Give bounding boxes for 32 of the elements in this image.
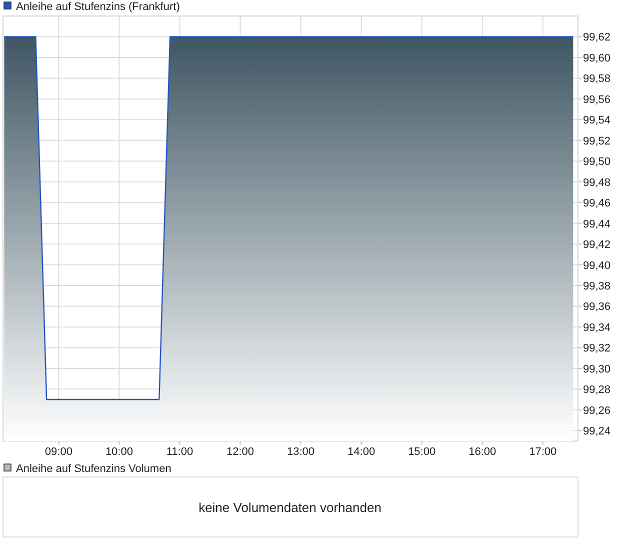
y-tick-label: 99,24 (583, 426, 611, 438)
x-tick-label: 12:00 (226, 446, 254, 458)
y-tick-label: 99,34 (583, 322, 611, 334)
y-tick-label: 99,30 (583, 363, 611, 376)
x-tick-label: 10:00 (105, 446, 133, 458)
y-tick-label: 99,48 (583, 176, 611, 189)
y-tick-label: 99,52 (583, 135, 611, 148)
x-tick-label: 17:00 (529, 446, 557, 458)
legend-label: Anleihe auf Stufenzins (Frankfurt) (16, 1, 180, 13)
y-tick-label: 99,44 (583, 218, 611, 230)
y-tick-label: 99,38 (583, 280, 611, 293)
x-tick-label: 15:00 (408, 446, 436, 458)
text: Anleihe auf Stufenzins Volumen (16, 463, 172, 475)
y-tick-label: 99,32 (583, 342, 611, 355)
x-tick-label: 09:00 (44, 446, 72, 458)
y-tick-label: 99,50 (583, 156, 611, 168)
text: keine Volumendaten vorhanden (198, 500, 382, 515)
y-tick-label: 99,62 (583, 32, 611, 44)
x-tick-label: 16:00 (468, 446, 496, 458)
x-tick-label: 14:00 (348, 446, 376, 458)
y-tick-label: 99,42 (583, 239, 611, 252)
y-tick-label: 99,60 (583, 52, 611, 64)
x-tick-label: 11:00 (166, 446, 194, 458)
y-tick-label: 99,46 (583, 198, 611, 210)
x-tick-label: 13:00 (287, 446, 315, 458)
y-tick-label: 99,28 (583, 384, 611, 396)
y-tick-label: 99,54 (583, 114, 611, 127)
y-tick-label: 99,36 (583, 301, 611, 314)
y-tick-label: 99,58 (583, 73, 611, 86)
y-tick-label: 99,26 (583, 404, 611, 417)
y-tick-label: 99,40 (583, 260, 611, 272)
y-tick-label: 99,56 (583, 94, 611, 106)
